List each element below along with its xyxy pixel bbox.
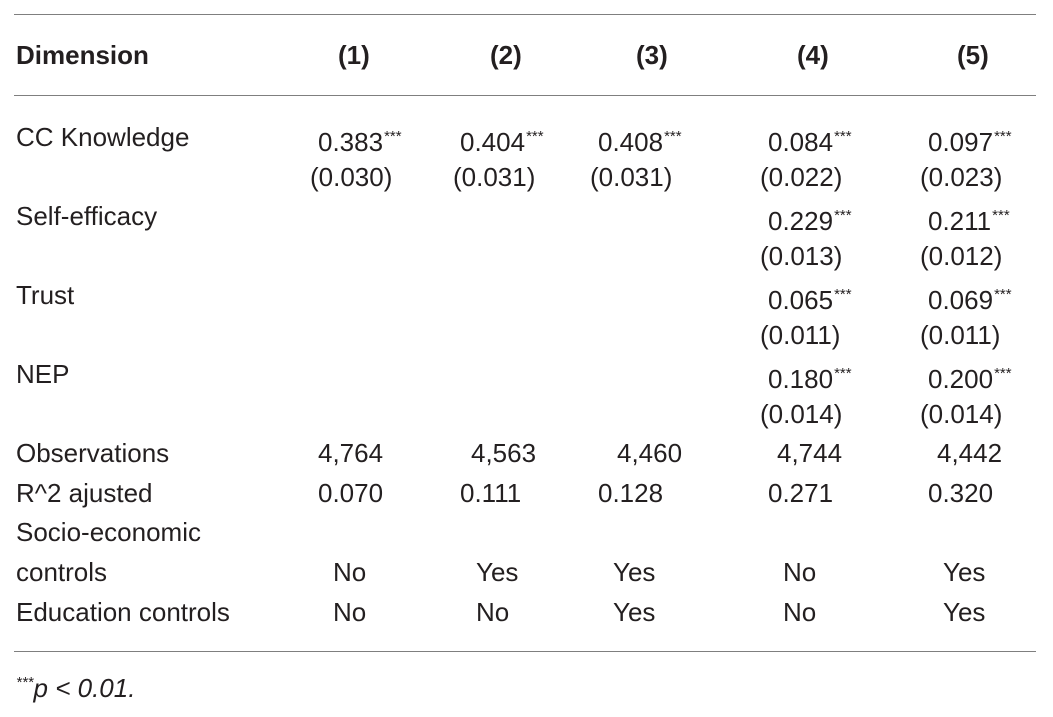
socio-4: No bbox=[783, 557, 817, 587]
coef-self-efficacy-5: 0.211*** bbox=[928, 206, 1010, 236]
obs-4: 4,744 bbox=[777, 438, 843, 468]
se-nep-5: (0.014) bbox=[920, 399, 1003, 429]
obs-2: 4,563 bbox=[471, 438, 537, 468]
coef-cc-3: 0.408*** bbox=[598, 127, 682, 157]
se-trust-4: (0.011) bbox=[760, 320, 841, 350]
coef-cc-5: 0.097*** bbox=[928, 127, 1012, 157]
socio-5: Yes bbox=[943, 557, 986, 587]
coef-trust-5: 0.069*** bbox=[928, 285, 1012, 315]
r2-4: 0.271 bbox=[768, 478, 834, 508]
coef-cc-2: 0.404*** bbox=[460, 127, 544, 157]
r2-3: 0.128 bbox=[598, 478, 664, 508]
header-col-1: (1) bbox=[338, 40, 370, 70]
coef-cc-1: 0.383*** bbox=[318, 127, 402, 157]
header-col-5: (5) bbox=[957, 40, 989, 70]
se-cc-2: (0.031) bbox=[453, 162, 536, 192]
bottom-rule bbox=[14, 651, 1036, 652]
edu-1: No bbox=[333, 597, 367, 627]
footnote: ***p < 0.01. bbox=[16, 668, 135, 703]
se-nep-4: (0.014) bbox=[760, 399, 843, 429]
obs-5: 4,442 bbox=[937, 438, 1003, 468]
r2-5: 0.320 bbox=[928, 478, 994, 508]
edu-3: Yes bbox=[613, 597, 656, 627]
se-cc-4: (0.022) bbox=[760, 162, 843, 192]
se-cc-1: (0.030) bbox=[310, 162, 393, 192]
header-col-4: (4) bbox=[797, 40, 829, 70]
r2-1: 0.070 bbox=[318, 478, 384, 508]
edu-2: No bbox=[476, 597, 510, 627]
se-self-efficacy-5: (0.012) bbox=[920, 241, 1003, 271]
row-label-cc-knowledge: CC Knowledge bbox=[16, 122, 190, 152]
obs-1: 4,764 bbox=[318, 438, 384, 468]
coef-nep-4: 0.180*** bbox=[768, 364, 852, 394]
header-col-2: (2) bbox=[490, 40, 522, 70]
row-label-observations: Observations bbox=[16, 438, 170, 468]
footnote-text: p < 0.01. bbox=[33, 673, 136, 703]
edu-4: No bbox=[783, 597, 817, 627]
coef-cc-4: 0.084*** bbox=[768, 127, 852, 157]
socio-3: Yes bbox=[613, 557, 656, 587]
top-rule bbox=[14, 14, 1036, 15]
row-label-education: Education controls bbox=[16, 597, 230, 627]
se-trust-5: (0.011) bbox=[920, 320, 1001, 350]
header-dimension: Dimension bbox=[16, 40, 149, 70]
edu-5: Yes bbox=[943, 597, 986, 627]
header-col-3: (3) bbox=[636, 40, 668, 70]
coef-nep-5: 0.200*** bbox=[928, 364, 1012, 394]
se-cc-5: (0.023) bbox=[920, 162, 1003, 192]
socio-1: No bbox=[333, 557, 367, 587]
row-label-socio-line1: Socio-economic bbox=[16, 517, 201, 547]
se-self-efficacy-4: (0.013) bbox=[760, 241, 843, 271]
coef-trust-4: 0.065*** bbox=[768, 285, 852, 315]
se-cc-3: (0.031) bbox=[590, 162, 673, 192]
footnote-stars: *** bbox=[16, 674, 34, 691]
socio-2: Yes bbox=[476, 557, 519, 587]
coef-self-efficacy-4: 0.229*** bbox=[768, 206, 852, 236]
r2-2: 0.111 bbox=[460, 478, 522, 508]
row-label-socio-line2: controls bbox=[16, 557, 108, 587]
header-rule bbox=[14, 95, 1036, 96]
obs-3: 4,460 bbox=[617, 438, 683, 468]
row-label-self-efficacy: Self-efficacy bbox=[16, 201, 158, 231]
row-label-nep: NEP bbox=[16, 359, 70, 389]
row-label-trust: Trust bbox=[16, 280, 75, 310]
row-label-r2: R^2 ajusted bbox=[16, 478, 153, 508]
